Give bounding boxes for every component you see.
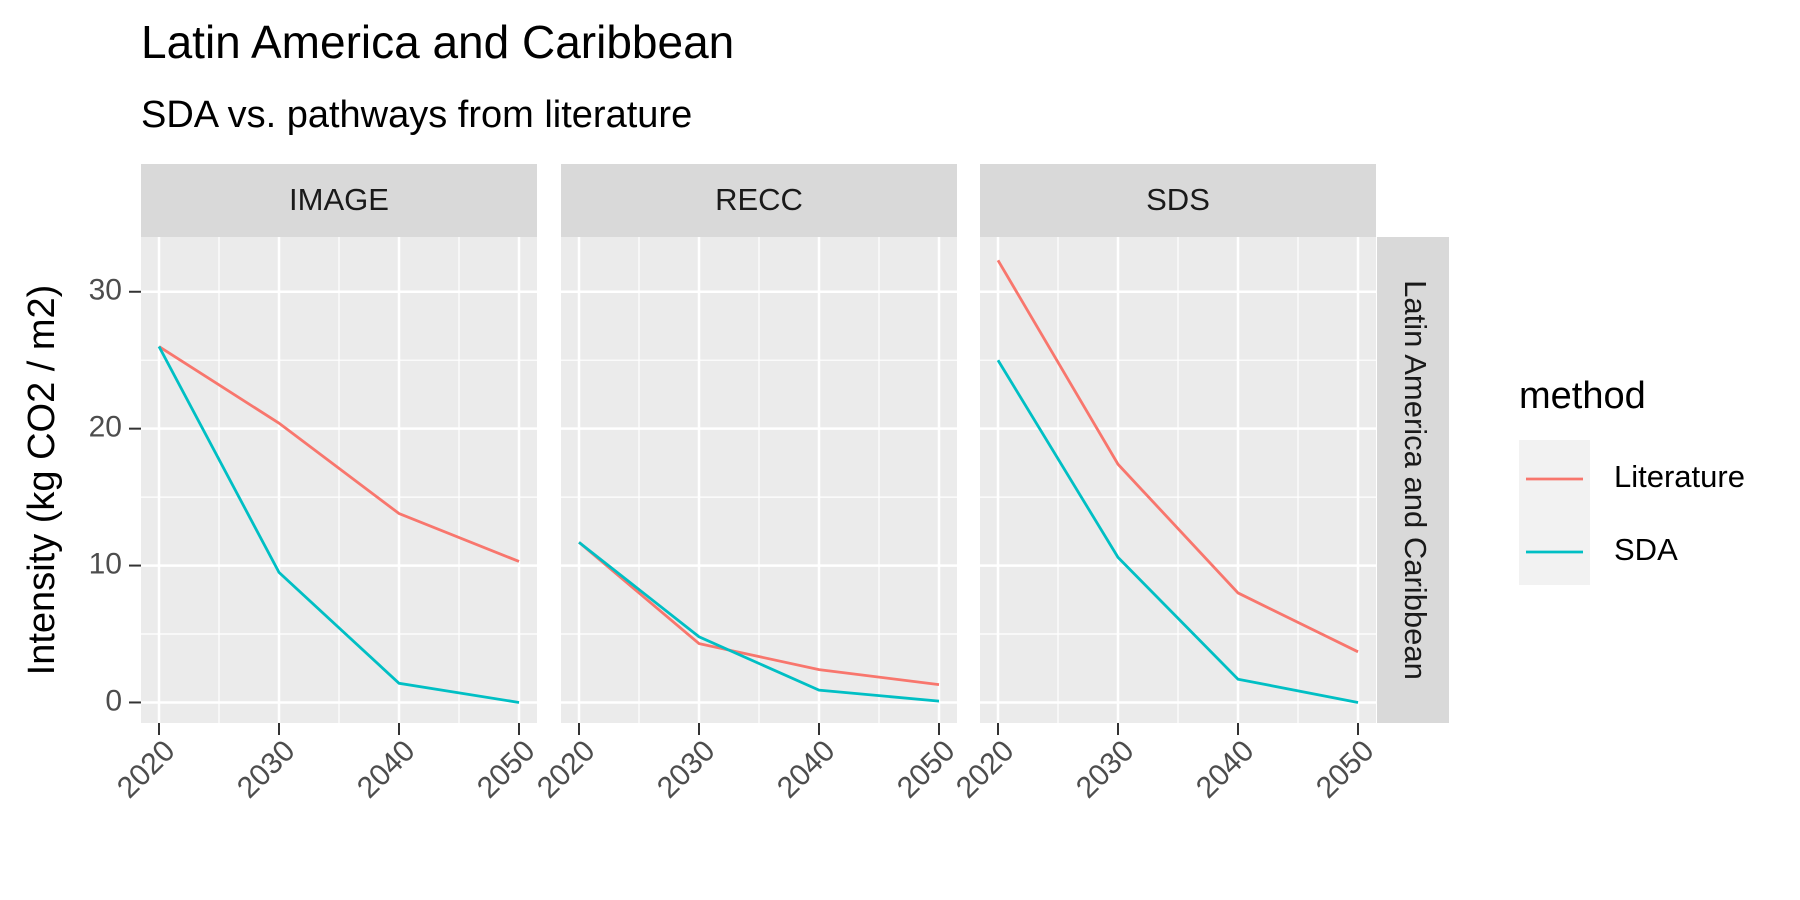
y-tick-label: 10 <box>89 547 122 580</box>
legend-label: Literature <box>1614 459 1745 494</box>
x-tick-label: 2020 <box>531 734 602 805</box>
panel-label: RECC <box>715 182 803 217</box>
x-tick-label: 2050 <box>1310 734 1381 805</box>
panel-strip <box>980 164 1376 237</box>
x-tick-label: 2030 <box>651 734 722 805</box>
x-tick-label: 2020 <box>111 734 182 805</box>
x-tick-label: 2030 <box>231 734 302 805</box>
x-tick-label: 2040 <box>351 734 422 805</box>
series-line <box>578 541 940 687</box>
y-axis-label: Intensity (kg CO2 / m2) <box>21 285 63 676</box>
x-tick-label: 2050 <box>891 734 962 805</box>
y-tick-label: 30 <box>89 274 122 307</box>
x-tick-label: 2050 <box>471 734 542 805</box>
series-line <box>996 359 1359 704</box>
row-strip-label: Latin America and Caribbean <box>1398 280 1433 680</box>
legend-label: SDA <box>1614 532 1678 567</box>
panel-label: IMAGE <box>289 182 389 217</box>
panel-label: SDS <box>1146 182 1210 217</box>
chart-title: Latin America and Caribbean <box>141 16 734 68</box>
panel-strip <box>561 164 957 237</box>
series-line <box>158 345 520 563</box>
y-tick-label: 20 <box>89 411 122 444</box>
series-line <box>578 541 940 703</box>
y-tick-label: 0 <box>105 684 122 717</box>
x-tick-label: 2030 <box>1070 734 1141 805</box>
x-tick-label: 2040 <box>1190 734 1261 805</box>
legend-key-box <box>1519 440 1590 585</box>
series-line <box>996 259 1359 654</box>
chart-subtitle: SDA vs. pathways from literature <box>141 94 692 136</box>
series-line <box>157 345 520 704</box>
panel-strip <box>141 164 537 237</box>
legend-title: method <box>1519 375 1646 417</box>
x-tick-label: 2020 <box>950 734 1021 805</box>
row-strip <box>1377 237 1449 723</box>
x-tick-label: 2040 <box>771 734 842 805</box>
